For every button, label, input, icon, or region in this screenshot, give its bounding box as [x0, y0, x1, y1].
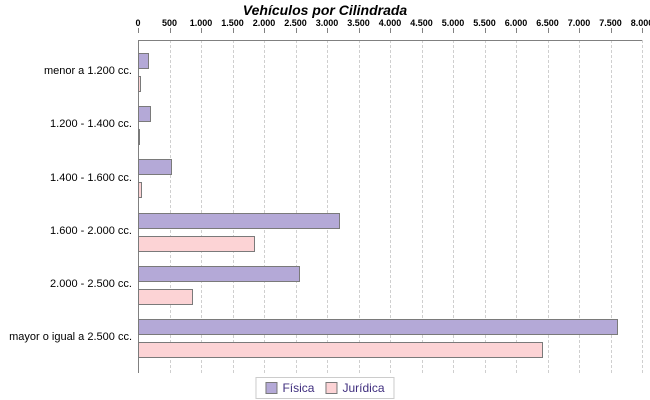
x-axis-tick-mark [390, 28, 391, 33]
y-axis-label: 1.400 - 1.600 cc. [50, 171, 132, 184]
gridline [579, 40, 580, 373]
x-axis-tick-label: 5.500 [473, 18, 496, 28]
x-axis-tick-mark [264, 28, 265, 33]
x-axis-tick-mark [201, 28, 202, 33]
x-axis-tick-label: 1.500 [221, 18, 244, 28]
legend-label-juridica: Jurídica [342, 381, 385, 395]
gridline [169, 40, 171, 373]
gridline [264, 40, 265, 373]
gridline [201, 40, 202, 373]
gridline [547, 40, 549, 373]
x-axis-tick-mark [579, 28, 580, 33]
x-axis-tick-mark [484, 28, 486, 33]
x-axis-tick-mark [232, 28, 234, 33]
legend: Física Jurídica [255, 377, 395, 399]
bar-juridica [138, 235, 256, 252]
x-axis-tick-label: 4.500 [410, 18, 433, 28]
gridline [358, 40, 360, 373]
y-axis-label: 1.200 - 1.400 cc. [50, 118, 132, 131]
chart-title: Vehículos por Cilindrada [242, 2, 408, 18]
x-axis-tick-label: 7.000 [567, 18, 591, 28]
y-axis-label: 2.000 - 2.500 cc. [50, 277, 132, 290]
x-axis-tick-label: 5.000 [441, 18, 465, 28]
y-axis-label: menor a 1.200 cc. [43, 65, 132, 78]
x-axis-tick-label: 500 [161, 18, 178, 28]
x-axis-tick-label: 4.000 [378, 18, 402, 28]
x-axis-tick-mark [295, 28, 297, 33]
gridline [484, 40, 486, 373]
legend-item-juridica: Jurídica [325, 381, 385, 395]
x-axis-tick-label: 6.000 [504, 18, 528, 28]
y-axis-label: mayor o igual a 2.500 cc. [9, 331, 132, 344]
gridline [232, 40, 234, 373]
x-axis-line [138, 40, 642, 41]
x-axis-tick-label: 8.000 [630, 18, 650, 28]
x-axis-tick-label: 6.500 [536, 18, 559, 28]
bar-fisica [138, 106, 151, 123]
gridline [516, 40, 517, 373]
x-axis-tick-label: 0 [135, 18, 141, 28]
x-axis-tick-mark [138, 28, 139, 33]
bar-fisica [138, 212, 340, 229]
x-axis-tick-label: 3.000 [315, 18, 339, 28]
bar-juridica [138, 76, 142, 92]
gridline [453, 40, 454, 373]
x-axis-tick-mark [327, 28, 328, 33]
legend-swatch-juridica [325, 382, 338, 394]
bar-fisica [138, 159, 172, 176]
gridline [327, 40, 328, 373]
y-axis-line [138, 40, 139, 373]
gridline [295, 40, 297, 373]
gridline [421, 40, 423, 373]
x-axis-tick-label: 3.500 [347, 18, 370, 28]
x-axis-tick-label: 1.000 [189, 18, 213, 28]
x-axis-tick-mark [516, 28, 517, 33]
legend-swatch-fisica [265, 382, 278, 394]
bar-juridica [138, 182, 143, 199]
x-axis-tick-mark [169, 28, 171, 33]
bar-fisica [138, 319, 619, 335]
bar-fisica [138, 53, 149, 69]
bar-juridica [138, 342, 543, 358]
legend-label-fisica: Física [282, 381, 315, 395]
y-axis-label: 1.600 - 2.000 cc. [50, 224, 132, 237]
legend-item-fisica: Física [265, 381, 314, 395]
x-axis-tick-label: 7.500 [599, 18, 622, 28]
x-axis-tick-mark [453, 28, 454, 33]
x-axis-tick-mark [610, 28, 612, 33]
gridline [610, 40, 612, 373]
x-axis-tick-mark [421, 28, 423, 33]
x-axis-tick-label: 2.500 [284, 18, 307, 28]
x-axis-tick-mark [547, 28, 549, 33]
bar-juridica [138, 288, 194, 305]
bar-fisica [138, 265, 301, 282]
gridline [642, 40, 643, 373]
x-axis-tick-mark [642, 28, 643, 33]
gridline [390, 40, 391, 373]
x-axis-tick-mark [358, 28, 360, 33]
bar-juridica [138, 129, 140, 146]
x-axis-tick-label: 2.000 [252, 18, 276, 28]
